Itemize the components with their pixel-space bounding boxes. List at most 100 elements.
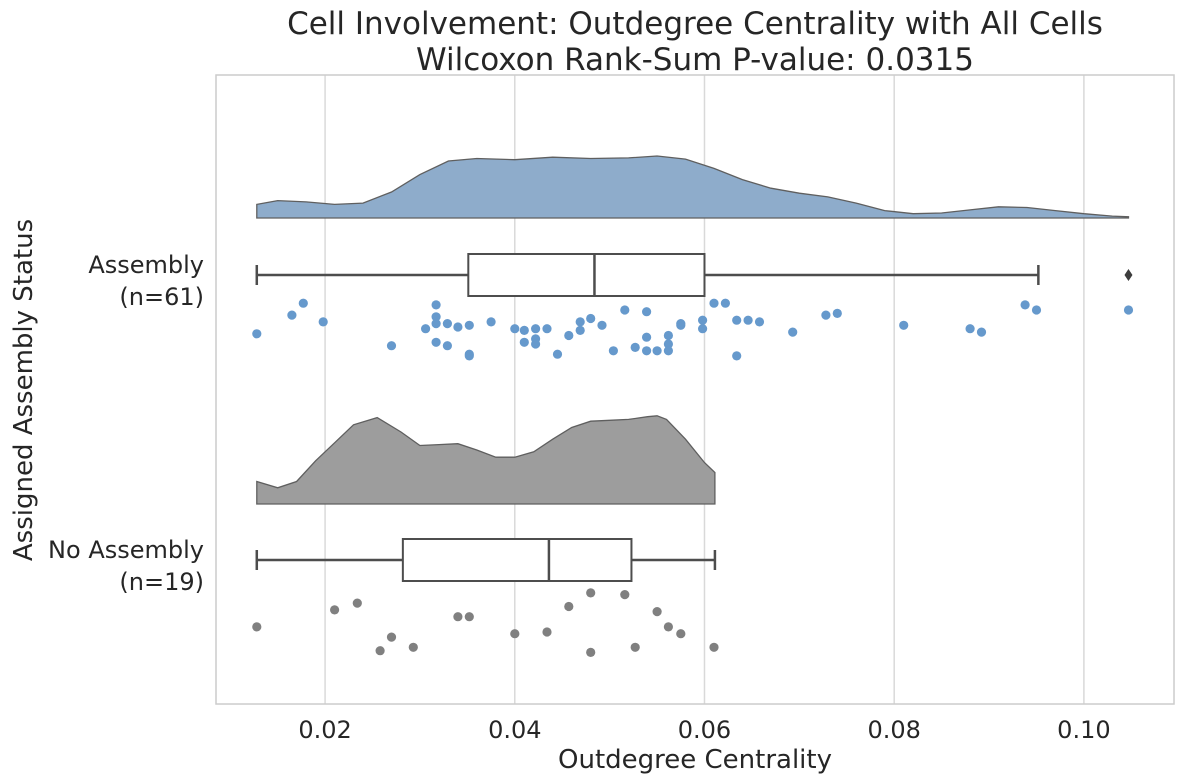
box-iqr (401, 538, 633, 582)
data-point (431, 312, 441, 322)
data-point (442, 319, 452, 329)
data-point (510, 324, 520, 334)
chart-title-line1: Cell Involvement: Outdegree Centrality w… (287, 6, 1103, 42)
data-point (608, 346, 619, 356)
data-point (330, 605, 340, 615)
data-point (486, 317, 496, 327)
data-point (287, 310, 297, 320)
data-point (676, 320, 686, 330)
data-point (630, 642, 640, 652)
data-point (642, 346, 652, 356)
data-point (630, 342, 640, 352)
data-point (709, 298, 719, 308)
data-point (663, 330, 674, 341)
data-point (899, 320, 909, 330)
data-point (531, 339, 541, 349)
x-tick-label: 0.04 (488, 716, 541, 744)
data-point (431, 337, 441, 347)
data-point (642, 332, 652, 342)
data-point (408, 642, 418, 652)
data-point (821, 310, 831, 320)
data-point (1031, 305, 1042, 315)
data-point (663, 622, 674, 632)
data-point (652, 607, 662, 617)
x-tick-labels: 0.02 0.04 0.06 0.08 0.10 (298, 716, 1110, 744)
data-point (575, 325, 585, 335)
data-point (732, 351, 742, 361)
strip-points (252, 298, 1134, 658)
data-point (652, 346, 662, 356)
data-point (832, 308, 842, 318)
data-point (298, 298, 308, 308)
data-point (965, 324, 975, 334)
data-point (318, 317, 328, 327)
chart-title-line2: Wilcoxon Rank-Sum P-value: 0.0315 (416, 42, 974, 78)
density-clouds (256, 155, 1130, 505)
data-point (386, 341, 397, 351)
data-point (552, 349, 563, 359)
data-point (743, 315, 753, 325)
data-point (453, 612, 463, 622)
y-category-label-line1: No Assembly (48, 536, 204, 564)
data-point (464, 351, 474, 361)
outlier-marker (1124, 269, 1133, 281)
data-point (252, 329, 262, 339)
data-point (352, 598, 362, 608)
data-point (421, 324, 431, 334)
data-point (586, 588, 596, 598)
x-tick-label: 0.08 (867, 716, 920, 744)
data-point (519, 325, 529, 335)
data-point (464, 320, 474, 330)
data-point (453, 322, 463, 332)
y-category-label-line2: (n=61) (119, 283, 204, 311)
data-point (620, 305, 630, 315)
data-point (519, 337, 529, 347)
data-point (542, 627, 552, 637)
data-point (620, 590, 630, 600)
y-category-label-line1: Assembly (88, 251, 204, 279)
data-point (976, 327, 987, 337)
data-point (1123, 305, 1134, 315)
data-point (375, 646, 385, 656)
x-tick-label: 0.02 (298, 716, 351, 744)
data-point (564, 601, 574, 612)
data-point (754, 317, 765, 327)
data-point (663, 339, 674, 349)
y-axis-label: Assigned Assembly Status (9, 219, 39, 561)
data-point (431, 319, 441, 329)
density-cloud (256, 415, 716, 505)
box-plots (255, 253, 1133, 582)
x-axis-label: Outdegree Centrality (558, 745, 832, 775)
data-point (531, 324, 541, 334)
data-point (564, 330, 574, 341)
data-point (663, 346, 674, 356)
y-category-labels: Assembly (n=61) No Assembly (n=19) (48, 251, 204, 596)
data-point (252, 622, 262, 632)
data-point (732, 315, 742, 325)
box-iqr (467, 253, 706, 297)
data-point (676, 629, 686, 639)
data-point (386, 632, 397, 642)
data-point (442, 341, 452, 351)
data-point (698, 324, 708, 334)
x-tick-label: 0.06 (678, 716, 731, 744)
data-point (698, 315, 708, 325)
data-point (464, 612, 474, 622)
data-point (510, 629, 520, 639)
data-point (575, 317, 585, 327)
data-point (586, 647, 596, 658)
data-point (720, 298, 731, 308)
data-point (709, 642, 719, 652)
density-cloud (256, 155, 1130, 219)
data-point (586, 313, 596, 324)
data-point (642, 307, 652, 317)
plot-frame (215, 74, 1175, 705)
data-point (542, 324, 552, 334)
data-point (1020, 300, 1030, 310)
y-category-label-line2: (n=19) (119, 568, 204, 596)
data-point (431, 300, 441, 310)
data-point (788, 327, 798, 337)
x-tick-label: 0.10 (1057, 716, 1110, 744)
